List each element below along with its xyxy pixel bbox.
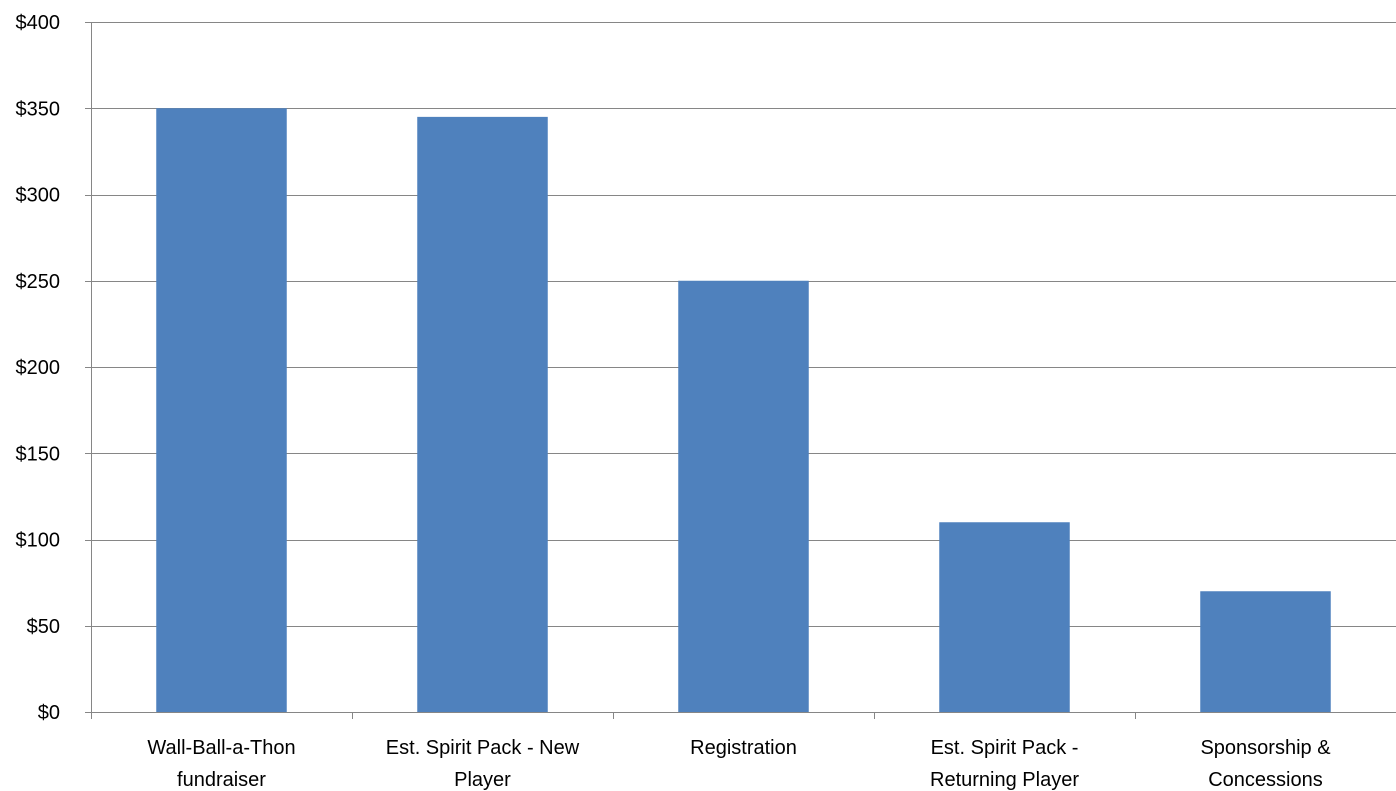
bars: [156, 108, 1331, 712]
axes: [85, 22, 1396, 719]
x-category-label: Registration: [690, 737, 797, 759]
x-category-label-line: Wall-Ball-a-Thon: [147, 737, 295, 759]
x-category-label-line: Returning Player: [930, 769, 1079, 791]
x-category-label-line: Est. Spirit Pack -: [931, 737, 1079, 759]
x-category-label: Est. Spirit Pack - Returning Player: [930, 737, 1079, 791]
bar: [417, 116, 548, 712]
y-tick-label: $150: [16, 443, 61, 465]
x-category-label: Est. Spirit Pack - New Player: [386, 737, 580, 791]
bar: [156, 108, 287, 712]
x-category-label-line: Player: [454, 769, 511, 791]
x-category-label: Sponsorship & Concessions: [1200, 737, 1331, 791]
x-category-label-line: Sponsorship &: [1200, 737, 1331, 759]
x-category-label: Wall-Ball-a-Thon fundraiser: [147, 737, 295, 791]
y-tick-label: $300: [16, 185, 61, 207]
y-tick-label: $200: [16, 357, 61, 379]
bar: [1200, 591, 1331, 712]
x-category-label-line: Concessions: [1208, 769, 1323, 791]
y-tick-label: $100: [16, 530, 61, 552]
y-tick-label: $400: [16, 12, 61, 34]
x-category-label-line: Registration: [690, 737, 797, 759]
bar: [939, 522, 1070, 712]
y-tick-label: $350: [16, 98, 61, 120]
x-category-label-line: fundraiser: [177, 769, 266, 791]
y-tick-label: $0: [38, 702, 60, 724]
x-category-label-line: Est. Spirit Pack - New: [386, 737, 580, 759]
y-tick-label: $250: [16, 271, 61, 293]
y-tick-labels: $0 $50 $100 $150 $200 $250 $300 $350 $400: [16, 12, 61, 724]
bar: [678, 280, 809, 712]
y-tick-label: $50: [27, 616, 60, 638]
x-category-labels: Wall-Ball-a-Thon fundraiser Est. Spirit Pa…: [147, 737, 1331, 791]
